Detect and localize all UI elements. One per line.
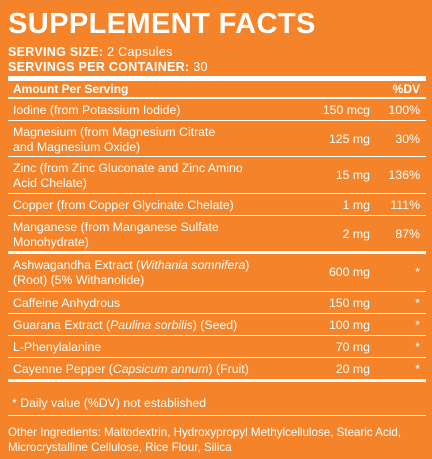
header-divider: [8, 97, 426, 99]
other-ingredients: Other Ingredients: Maltodextrin, Hydroxy…: [8, 426, 402, 454]
table-row: Ashwagandha Extract (Withania somnifera)…: [8, 254, 426, 292]
dv-footnote: * Daily value (%DV) not established: [12, 396, 207, 410]
nutrient-dv: 136%: [388, 168, 420, 182]
nutrient-amount: 1 mg: [342, 198, 370, 212]
nutrient-dv: *: [415, 340, 420, 354]
header-amount-per-serving: Amount Per Serving: [13, 82, 129, 96]
nutrient-dv: 87%: [395, 227, 420, 241]
table-row: Caffeine Anhydrous 150 mg *: [8, 292, 426, 314]
serving-size-value: 2 Capsules: [107, 45, 173, 59]
table-row: Zinc (from Zinc Gluconate and Zinc Amino…: [8, 157, 426, 194]
table-row: L-Phenylalanine 70 mg *: [8, 336, 426, 358]
nutrient-dv: 100%: [388, 103, 420, 117]
nutrient-name: Copper (from Copper Glycinate Chelate): [13, 198, 234, 212]
nutrient-amount: 15 mg: [335, 168, 370, 182]
nutrient-amount: 150 mg: [328, 296, 370, 310]
nutrient-amount: 2 mg: [342, 227, 370, 241]
nutrient-table: Iodine (from Potassium Iodide) 150 mcg 1…: [8, 99, 426, 382]
nutrient-amount: 100 mg: [328, 318, 370, 332]
nutrient-name: Zinc (from Zinc Gluconate and Zinc Amino…: [13, 161, 243, 190]
table-row: Copper (from Copper Glycinate Chelate) 1…: [8, 194, 426, 216]
nutrient-dv: *: [415, 362, 420, 376]
nutrient-amount: 70 mg: [335, 340, 370, 354]
nutrient-dv: *: [415, 318, 420, 332]
table-row: Magnesium (from Magnesium Citrate and Mag…: [8, 121, 426, 157]
table-row: Manganese (from Manganese Sulfate Monohyd…: [8, 216, 426, 254]
table-row: Iodine (from Potassium Iodide) 150 mcg 1…: [8, 99, 426, 121]
nutrient-dv: *: [415, 296, 420, 310]
table-row: Cayenne Pepper (Capsicum annum) (Fruit) …: [8, 358, 426, 382]
nutrient-name: Magnesium (from Magnesium Citrate and Mag…: [13, 125, 216, 154]
servings-per-container-label: SERVINGS PER CONTAINER:: [8, 60, 190, 74]
nutrient-dv: 111%: [390, 198, 420, 212]
nutrient-name: Guarana Extract (Paulina sorbilis) (Seed…: [13, 318, 238, 332]
nutrient-amount: 150 mcg: [322, 103, 370, 117]
bottom-divider: [8, 415, 426, 416]
nutrient-name: Manganese (from Manganese Sulfate Monohyd…: [13, 220, 219, 249]
nutrient-name: Caffeine Anhydrous: [13, 296, 121, 310]
nutrient-name: Iodine (from Potassium Iodide): [13, 103, 181, 117]
thick-divider: [8, 76, 426, 81]
table-row: Guarana Extract (Paulina sorbilis) (Seed…: [8, 314, 426, 336]
nutrient-amount: 125 mg: [328, 132, 370, 146]
nutrient-name: Ashwagandha Extract (Withania somnifera)…: [13, 258, 250, 287]
nutrient-name: L-Phenylalanine: [13, 340, 102, 354]
servings-per-container-value: 30: [193, 60, 208, 74]
nutrient-dv: 30%: [395, 132, 420, 146]
panel-title: SUPPLEMENT FACTS: [8, 8, 316, 40]
serving-size: SERVING SIZE: 2 Capsules: [8, 45, 173, 59]
servings-per-container: SERVINGS PER CONTAINER: 30: [8, 60, 208, 74]
nutrient-amount: 20 mg: [335, 362, 370, 376]
header-dv: %DV: [392, 82, 420, 96]
nutrient-dv: *: [415, 265, 420, 279]
nutrient-amount: 600 mg: [328, 265, 370, 279]
nutrient-name: Cayenne Pepper (Capsicum annum) (Fruit): [13, 362, 249, 376]
serving-size-label: SERVING SIZE:: [8, 45, 104, 59]
table-header: Amount Per Serving %DV: [8, 81, 426, 97]
